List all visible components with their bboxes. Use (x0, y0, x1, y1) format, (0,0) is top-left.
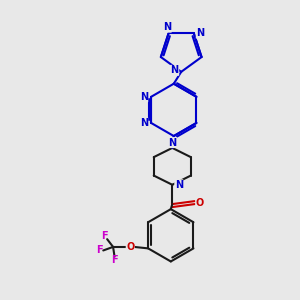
Text: N: N (171, 65, 179, 75)
Text: O: O (126, 242, 134, 252)
Text: N: N (140, 118, 148, 128)
Text: N: N (163, 22, 171, 32)
Text: O: O (196, 198, 204, 208)
Text: N: N (175, 180, 183, 190)
Text: F: F (96, 245, 103, 256)
Text: F: F (111, 255, 118, 265)
Text: N: N (168, 138, 176, 148)
Text: N: N (196, 28, 204, 38)
Text: F: F (101, 231, 107, 241)
Text: N: N (140, 92, 148, 102)
